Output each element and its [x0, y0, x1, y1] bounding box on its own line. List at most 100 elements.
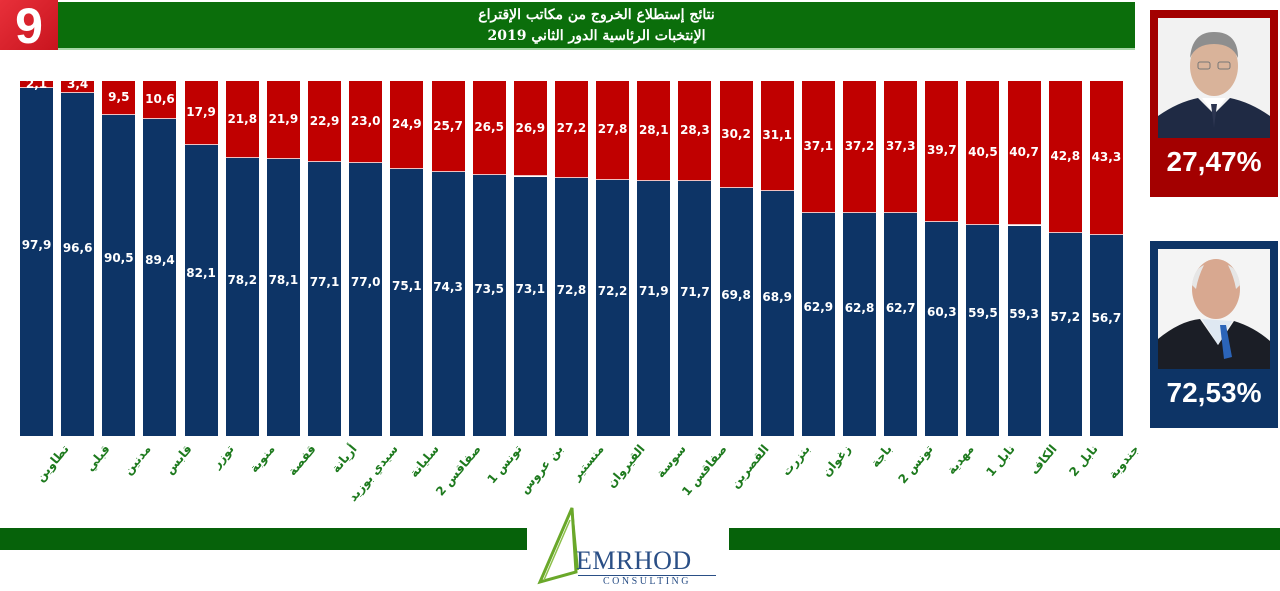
value-label-red: 30,2 — [721, 126, 751, 141]
bar-segment-red — [349, 81, 383, 163]
bar-segment-red — [760, 81, 794, 192]
bar-column: 40,5 59,5 — [966, 81, 1000, 436]
pyramid-logo-icon — [537, 507, 579, 585]
bar-column: 37,1 62,9 — [801, 81, 835, 436]
bar-segment-blue — [760, 191, 794, 436]
value-label-red: 37,1 — [803, 138, 834, 153]
bar-segment-blue — [637, 180, 671, 436]
value-label-red: 40,7 — [1009, 145, 1039, 160]
bar-segment-red — [431, 81, 465, 173]
value-label-red: 25,7 — [433, 118, 463, 133]
value-label-red: 28,3 — [680, 123, 710, 138]
bar-segment-red — [61, 81, 95, 94]
bar-segment-blue — [1007, 225, 1041, 436]
value-label-red: 28,1 — [638, 122, 669, 137]
bar-segment-blue — [349, 162, 383, 436]
value-label-blue: 62,8 — [844, 300, 875, 315]
candidate-percent-red: 27,47% — [1166, 146, 1262, 177]
bar-segment-red — [20, 81, 53, 89]
value-label-blue: 59,5 — [968, 306, 998, 321]
bar-segment-red — [678, 81, 712, 182]
bar-column: 3,4 96,6 — [61, 77, 95, 436]
value-label-red: 31,1 — [762, 128, 792, 143]
bar-segment-blue — [925, 221, 959, 436]
bar-segment-blue — [308, 162, 342, 436]
bar-segment-red — [143, 81, 177, 119]
brand-name: EMRHOD — [576, 546, 692, 575]
bar-segment-red — [308, 81, 342, 163]
bar-segment-red — [513, 81, 547, 177]
bar-segment-blue — [102, 114, 136, 436]
bar-column: 40,7 59,3 — [1007, 81, 1041, 436]
value-label-red: 43,3 — [1091, 149, 1122, 164]
title-line-1: نتائج إستطلاع الخروج من مكاتب الإقتراع — [478, 7, 715, 23]
title-line-2: الإنتخبات الرئاسية الدور الثاني 2019 — [487, 28, 706, 44]
value-label-blue: 69,8 — [721, 288, 751, 303]
value-label-red: 17,9 — [186, 104, 216, 119]
value-label-blue: 97,9 — [21, 238, 52, 253]
value-label-red: 37,2 — [844, 139, 875, 154]
candidate-percent-blue: 72,53% — [1166, 377, 1262, 408]
bar-segment-red — [925, 81, 959, 222]
bar-segment-red — [225, 81, 259, 159]
footer-band-left — [0, 528, 527, 550]
value-label-blue: 96,6 — [62, 240, 93, 255]
bar-segment-red — [801, 81, 835, 213]
bar-segment-blue — [513, 176, 547, 436]
person-portrait-icon — [1158, 249, 1270, 369]
bar-segment-red — [184, 81, 218, 145]
bar-segment-blue — [20, 88, 53, 436]
bar-column: 37,2 62,8 — [843, 81, 876, 436]
value-label-blue: 77,1 — [309, 275, 340, 290]
candidate-panel-red: 27,47% — [1150, 10, 1278, 197]
bar-segment-red — [884, 81, 918, 214]
bar-column: 42,8 57,2 — [1048, 81, 1082, 436]
value-label-red: 37,3 — [885, 139, 916, 154]
value-label-blue: 77,0 — [350, 275, 381, 290]
bar-column: 30,2 69,8 — [719, 81, 753, 436]
value-label-red: 27,8 — [597, 122, 628, 137]
bar-column: 25,7 74,3 — [431, 81, 465, 436]
bar-column: 9,5 90,5 — [102, 81, 136, 436]
bar-segment-blue — [554, 177, 588, 436]
bar-column: 28,3 71,7 — [678, 81, 712, 436]
value-label-blue: 60,3 — [926, 304, 957, 319]
value-label-red: 3,4 — [67, 77, 89, 91]
value-label-red: 21,8 — [227, 111, 258, 126]
bar-segment-red — [390, 81, 424, 170]
bar-column: 21,8 78,2 — [225, 81, 259, 436]
value-label-red: 40,5 — [968, 144, 998, 159]
footer-band-right — [729, 528, 1280, 550]
chart-title-banner: نتائج إستطلاع الخروج من مكاتب الإقتراع ا… — [58, 2, 1135, 50]
bar-segment-blue — [596, 179, 630, 436]
bar-column: 31,1 68,9 — [760, 81, 794, 436]
bar-segment-red — [1048, 81, 1082, 233]
bar-segment-blue — [390, 169, 424, 436]
bar-segment-blue — [801, 212, 835, 436]
candidate-photo-red — [1158, 18, 1270, 138]
value-label-blue: 78,2 — [227, 273, 258, 288]
value-label-blue: 72,2 — [597, 283, 628, 298]
bar-segment-blue — [143, 118, 177, 436]
value-label-red: 21,9 — [268, 111, 299, 126]
channel-9-logo: 9 — [0, 0, 58, 50]
bar-segment-red — [472, 81, 506, 176]
bar-segment-red — [1007, 81, 1041, 226]
value-label-blue: 78,1 — [268, 273, 299, 288]
value-label-blue: 57,2 — [1050, 310, 1081, 325]
value-label-red: 42,8 — [1050, 148, 1081, 163]
bar-column: 28,1 71,9 — [637, 81, 671, 436]
candidate-photo-blue — [1158, 249, 1270, 369]
bar-column: 39,7 60,3 — [925, 81, 959, 436]
value-label-red: 9,5 — [108, 89, 130, 104]
value-label-red: 27,2 — [556, 121, 587, 136]
bar-segment-blue — [719, 188, 753, 436]
bar-segment-red — [266, 81, 300, 159]
value-label-red: 2,1 — [25, 77, 48, 91]
value-label-blue: 90,5 — [103, 251, 134, 266]
value-label-red: 26,5 — [474, 120, 504, 135]
value-label-blue: 74,3 — [433, 280, 463, 295]
bar-column: 24,9 75,1 — [390, 81, 424, 436]
bar-segment-red — [1089, 81, 1123, 235]
value-label-red: 10,6 — [145, 91, 175, 106]
